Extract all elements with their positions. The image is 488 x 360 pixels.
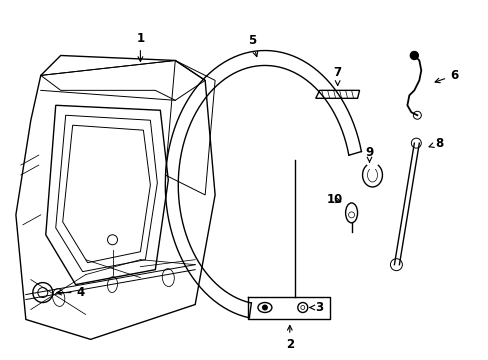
- Text: 7: 7: [333, 66, 341, 85]
- Circle shape: [409, 51, 417, 59]
- Text: 3: 3: [309, 301, 323, 314]
- Text: 1: 1: [136, 32, 144, 62]
- Text: 4: 4: [57, 286, 84, 299]
- Text: 2: 2: [285, 325, 293, 351]
- Text: 8: 8: [428, 137, 443, 150]
- Text: 5: 5: [247, 34, 257, 57]
- Text: 6: 6: [434, 69, 457, 83]
- Text: 9: 9: [365, 145, 373, 162]
- Text: 10: 10: [326, 193, 342, 206]
- Circle shape: [262, 305, 267, 310]
